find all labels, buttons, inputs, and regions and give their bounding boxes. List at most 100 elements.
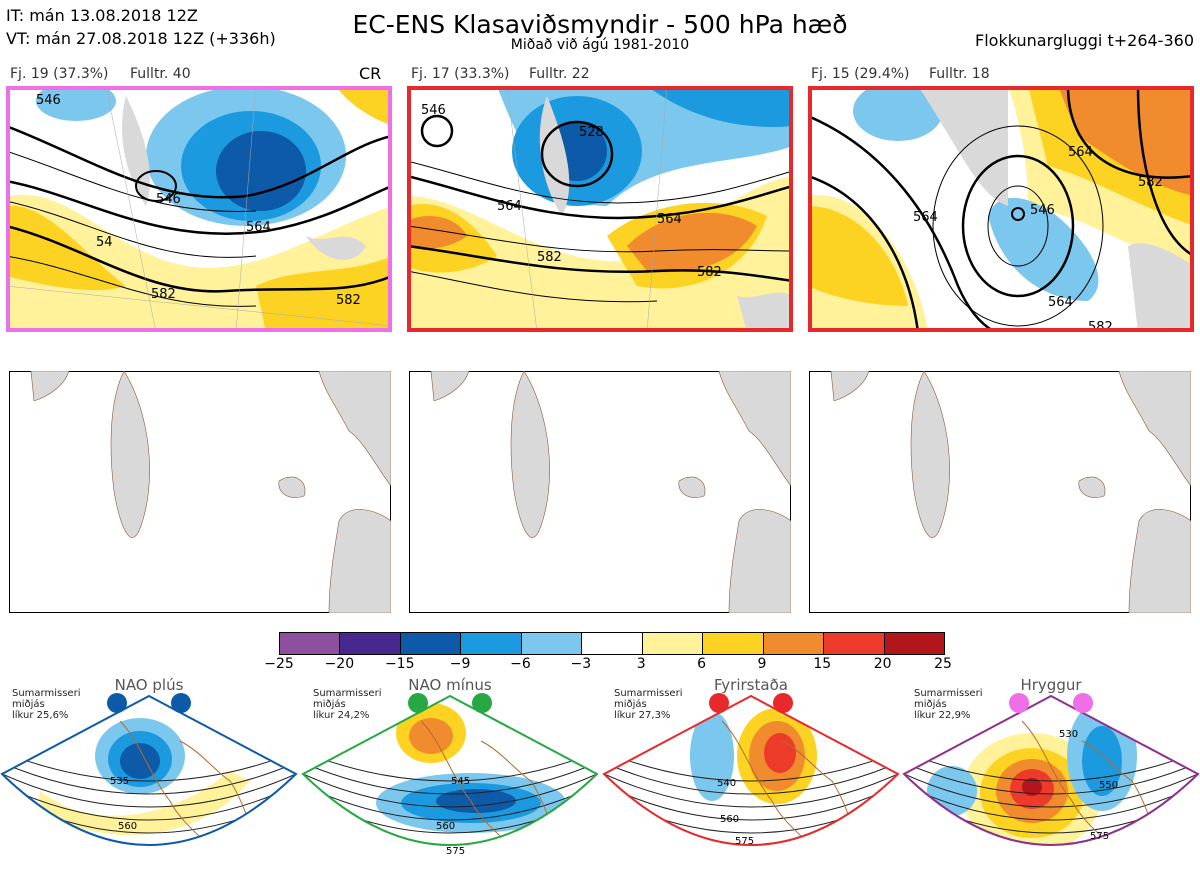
regime-spread: miðjás [614, 699, 647, 710]
regime-spread: miðjás [914, 699, 947, 710]
colorbar-swatch [280, 633, 340, 654]
colorbar-tick-label: 25 [934, 656, 952, 672]
contour-label: 582 [336, 293, 361, 308]
colorbar-swatch [520, 633, 582, 654]
colorbar [279, 632, 945, 655]
colorbar-swatch [883, 633, 944, 654]
colorbar-tick-label: 15 [813, 656, 832, 672]
colorbar-tick-label: −3 [570, 656, 592, 672]
colorbar-swatch [460, 633, 521, 654]
cluster-1-label: Fj. 19 (37.3%) [10, 66, 109, 82]
regime-contour-label: 540 [717, 778, 736, 789]
regime-dot [773, 693, 793, 713]
regime-contour-label: 560 [720, 814, 739, 825]
contour-label: 582 [151, 287, 176, 302]
regime-dot [107, 693, 127, 713]
regime-name: Fyrirstaða [714, 676, 788, 694]
regime-contour-label: 560 [118, 821, 137, 832]
cluster-1-representative: Fulltr. 40 [130, 66, 191, 82]
regime-contour-label: 575 [735, 836, 754, 847]
regime-info: Sumarmisseri miðjás líkur 24,2% [313, 688, 381, 721]
colorbar-swatch [399, 633, 461, 654]
cluster-1-map: 546 564 582 546 582 54 [6, 86, 392, 332]
regime-likelihood: líkur 25,6% [12, 710, 69, 721]
colorbar-tick-label: 9 [757, 656, 767, 672]
regime-dot [171, 693, 191, 713]
regime-map-3: 540 560 575 [602, 694, 900, 847]
contour-label: 564 [246, 220, 271, 235]
regime-season: Sumarmisseri [313, 688, 382, 699]
cluster-1-tag: CR [359, 64, 382, 83]
regime-likelihood: líkur 27,3% [614, 710, 671, 721]
regime-info: Sumarmisseri miðjás líkur 25,6% [12, 688, 80, 721]
cluster-2-label: Fj. 17 (33.3%) [411, 66, 510, 82]
empty-map-2 [409, 371, 791, 613]
contour-label: 582 [537, 250, 562, 265]
contour-label: 546 [156, 192, 181, 207]
colorbar-tick-label: −20 [324, 656, 355, 672]
regime-contour-label: 575 [446, 846, 465, 857]
regime-info: Sumarmisseri miðjás líkur 22,9% [914, 688, 982, 721]
regime-name: NAO plús [114, 676, 184, 694]
regime-name: NAO mínus [408, 676, 492, 694]
cluster-3-label: Fj. 15 (29.4%) [811, 66, 910, 82]
colorbar-swatch [339, 633, 400, 654]
contour-label: 564 [1068, 145, 1093, 160]
regime-season: Sumarmisseri [914, 688, 983, 699]
colorbar-tick-label: 3 [636, 656, 646, 672]
contour-label: 564 [913, 210, 938, 225]
cluster-3-map: 564 546 564 564 582 582 [808, 86, 1194, 332]
regime-season: Sumarmisseri [614, 688, 683, 699]
regime-dot [1009, 693, 1029, 713]
regime-likelihood: líkur 24,2% [313, 710, 370, 721]
contour-label: 546 [1030, 203, 1055, 218]
cluster-2-representative: Fulltr. 22 [529, 66, 590, 82]
contour-label: 564 [1048, 295, 1073, 310]
empty-map-1 [9, 371, 391, 613]
regime-info: Sumarmisseri miðjás líkur 27,3% [614, 688, 682, 721]
regime-name: Hryggur [1020, 676, 1082, 694]
regime-spread: miðjás [12, 699, 45, 710]
regime-dot [472, 693, 492, 713]
contour-label: 546 [36, 93, 61, 108]
regime-likelihood: líkur 22,9% [914, 710, 971, 721]
contour-label: 528 [579, 125, 604, 140]
valid-time: VT: mán 27.08.2018 12Z (+336h) [6, 29, 276, 48]
contour-label: 546 [421, 103, 446, 118]
regime-season: Sumarmisseri [12, 688, 81, 699]
regime-contour-label: 545 [451, 776, 470, 787]
regime-map-2: 545 560 575 [301, 694, 599, 857]
colorbar-swatch [641, 633, 703, 654]
colorbar-tick-label: −9 [449, 656, 471, 672]
colorbar-swatch [823, 633, 884, 654]
regime-map-4: 530 550 575 [902, 694, 1200, 846]
colorbar-tick-label: −6 [510, 656, 531, 672]
regime-contour-label: 575 [1090, 831, 1109, 842]
clustering-window: Flokkunargluggi t+264-360 [975, 31, 1194, 50]
colorbar-tick-label: 20 [873, 656, 892, 672]
regime-contour-label: 530 [1059, 729, 1078, 740]
colorbar-swatch [581, 633, 642, 654]
colorbar-tick-label: −15 [384, 656, 415, 672]
page-title: EC-ENS Klasaviðsmyndir - 500 hPa hæð [352, 10, 848, 39]
regime-dot [1073, 693, 1093, 713]
cluster-1-frame [6, 86, 392, 332]
cluster-3-representative: Fulltr. 18 [929, 66, 990, 82]
colorbar-swatch [702, 633, 763, 654]
contour-label: 582 [697, 265, 722, 280]
empty-map-3 [809, 371, 1191, 613]
contour-label: 582 [1138, 175, 1163, 190]
regime-spread: miðjás [313, 699, 346, 710]
issue-time: IT: mán 13.08.2018 12Z [6, 6, 198, 25]
regime-dot [408, 693, 428, 713]
regime-dot [709, 693, 729, 713]
page-subtitle: Miðað við ágú 1981-2010 [510, 37, 690, 53]
colorbar-tick-label: 6 [697, 656, 706, 672]
regime-contour-label: 535 [110, 776, 129, 787]
regime-map-1: 535 560 [0, 694, 298, 846]
colorbar-tick-label: −25 [264, 656, 294, 672]
regime-contour-label: 550 [1099, 780, 1118, 791]
contour-label: 54 [96, 235, 113, 250]
cluster-3-frame [808, 86, 1194, 332]
colorbar-swatch [762, 633, 824, 654]
